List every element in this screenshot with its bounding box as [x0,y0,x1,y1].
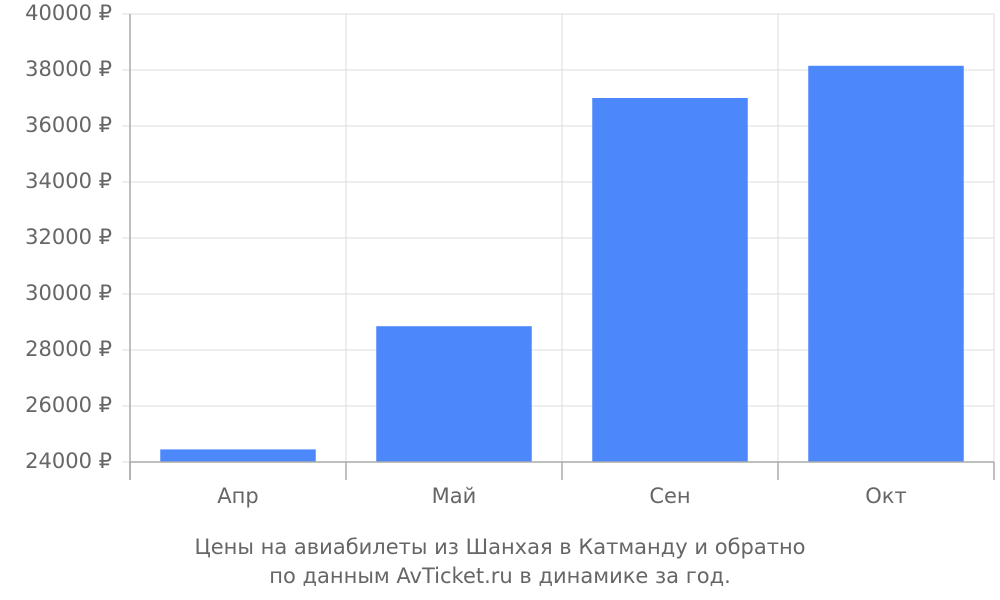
x-tick-label: Апр [217,484,258,508]
bar [592,98,748,462]
y-tick-label: 38000 ₽ [25,57,112,81]
y-tick-label: 34000 ₽ [25,169,112,193]
x-tick-label: Окт [865,484,906,508]
y-tick-label: 36000 ₽ [25,113,112,137]
y-tick-label: 28000 ₽ [25,337,112,361]
y-tick-label: 32000 ₽ [25,225,112,249]
x-tick-label: Сен [649,484,690,508]
chart-subtitle: по данным AvTicket.ru в динамике за год. [269,564,731,588]
y-tick-label: 40000 ₽ [25,1,112,25]
y-tick-label: 26000 ₽ [25,393,112,417]
y-tick-label: 24000 ₽ [25,449,112,473]
bar [160,449,316,462]
y-tick-label: 30000 ₽ [25,281,112,305]
x-tick-label: Май [432,484,477,508]
bar [808,65,964,463]
chart-title: Цены на авиабилеты из Шанхая в Катманду … [194,535,805,559]
bar [376,326,532,462]
